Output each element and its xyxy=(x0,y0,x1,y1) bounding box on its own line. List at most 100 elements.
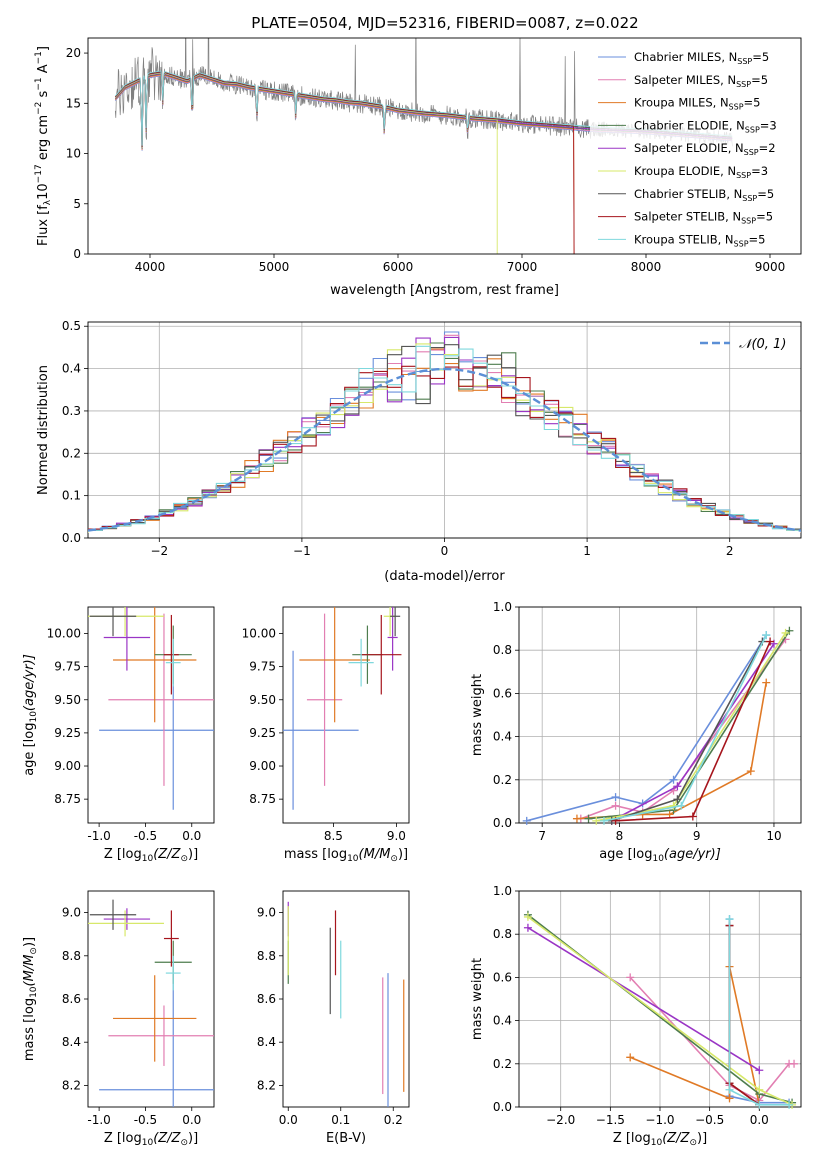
weight-marker-salpeter_miles xyxy=(790,1059,799,1068)
x-tick-label: 9 xyxy=(693,829,701,843)
massweight_vs_z-xlabel: Z [log10(Z/Z⊙)] xyxy=(613,1131,707,1148)
y-tick-label: 8.75 xyxy=(249,792,276,806)
spectrum-legend: Chabrier MILES, NSSP=5 Salpeter MILES, NS… xyxy=(590,44,798,250)
weight-marker-salpeter_miles xyxy=(611,801,620,810)
figure-title: PLATE=0504, MJD=52316, FIBERID=0087, z=0… xyxy=(251,14,638,32)
y-tick-label: 9.00 xyxy=(249,759,276,773)
y-tick-label: 9.00 xyxy=(54,759,81,773)
mass_vs_z-axes: -1.0 -0.5 0.0 8.2 8.4 8.6 8.8 9.0 xyxy=(62,890,215,1127)
x-tick-label: -0.5 xyxy=(134,829,157,843)
age_vs_z-axes: -1.0 -0.5 0.0 8.75 9.00 9.25 9.50 9.75 10.00 xyxy=(47,606,215,843)
residuals-ylabel: Normed distribution xyxy=(36,365,51,495)
legend-label-kroupa_stelib: Kroupa STELIB, NSSP=5 xyxy=(634,232,765,248)
legend-label-salpeter_miles: Salpeter MILES, NSSP=5 xyxy=(634,73,768,89)
weight-marker-salpeter_elodie xyxy=(523,923,532,932)
y-tick-label: 8.6 xyxy=(62,992,81,1006)
y-tick-label: 0.5 xyxy=(62,319,81,333)
x-tick-label: 9.0 xyxy=(387,829,406,843)
x-tick-label: 0.0 xyxy=(182,1113,201,1127)
x-tick-label: 0.0 xyxy=(279,1113,298,1127)
y-tick-label: 5 xyxy=(73,197,81,211)
x-tick-label: 8.5 xyxy=(324,829,343,843)
y-tick-label: 0.2 xyxy=(62,446,81,460)
weight-marker-chabrier_elodie xyxy=(584,814,593,823)
weight-marker-kroupa_miles xyxy=(725,1094,734,1103)
weight-line-salpeter_stelib xyxy=(615,641,771,822)
legend-label-chabrier_elodie: Chabrier ELODIE, NSSP=3 xyxy=(634,118,777,134)
y-tick-label: 8.8 xyxy=(257,949,276,963)
massweight_vs_z-ylabel: mass weight xyxy=(470,958,485,1040)
weight-marker-kroupa_miles xyxy=(572,814,581,823)
weight-marker-kroupa_stelib xyxy=(755,1100,764,1109)
massweight_vs_z-axes: −2.0 −1.5 −1.0 −0.5 0.0 0.0 0.2 0.4 0.6 0.8 1.0 xyxy=(493,884,802,1127)
normal-curve xyxy=(88,367,801,532)
legend-label-normal: 𝒩(0, 1) xyxy=(739,337,786,352)
x-tick-label: 7 xyxy=(538,829,546,843)
y-tick-label: 8.6 xyxy=(257,992,276,1006)
mass_vs_ebv-axes: 0.0 0.1 0.2 8.2 8.4 8.6 8.8 9.0 xyxy=(257,890,410,1127)
weight-marker-kroupa_elodie xyxy=(669,801,678,810)
mass_vs_z-ylabel: mass [log10(M/M⊙)] xyxy=(22,937,39,1061)
y-tick-label: 9.50 xyxy=(249,693,276,707)
legend-background xyxy=(590,44,798,250)
x-tick-label: −2 xyxy=(150,544,168,558)
x-tick-label: 8000 xyxy=(631,260,662,274)
y-tick-label: 10 xyxy=(66,147,81,161)
massweight_vs_age-axes: 7 8 9 10 0.0 0.2 0.4 0.6 0.8 1.0 xyxy=(493,600,802,843)
weight-line-salpeter_miles xyxy=(629,976,794,1102)
y-tick-label: 0 xyxy=(73,247,81,261)
y-tick-label: 0.1 xyxy=(62,489,81,503)
age_vs_z-ylabel: age [log10(age/yr)] xyxy=(22,654,39,776)
y-tick-label: 9.50 xyxy=(54,693,81,707)
y-tick-label: 0.2 xyxy=(493,1057,512,1071)
age_vs_z-xlabel: Z [log10(Z/Z⊙)] xyxy=(104,847,198,864)
y-tick-label: 10.00 xyxy=(47,627,81,641)
y-tick-label: 8.75 xyxy=(54,792,81,806)
x-tick-label: 9000 xyxy=(755,260,786,274)
weight-marker-kroupa_stelib xyxy=(762,631,771,640)
x-tick-label: −1 xyxy=(293,544,311,558)
y-tick-label: 8.4 xyxy=(62,1035,81,1049)
x-tick-label: -1.0 xyxy=(87,1113,110,1127)
weight-marker-salpeter_elodie xyxy=(673,782,682,791)
spectrum-model-kroupa_elodie xyxy=(114,72,498,254)
weight-marker-kroupa_stelib xyxy=(599,816,608,825)
weight-marker-salpeter_elodie xyxy=(755,1066,764,1075)
x-tick-label: 7000 xyxy=(507,260,538,274)
x-tick-label: 0.2 xyxy=(384,1113,403,1127)
x-tick-label: -0.5 xyxy=(134,1113,157,1127)
y-tick-label: 9.25 xyxy=(249,726,276,740)
weight-line-kroupa_miles xyxy=(629,966,761,1105)
y-tick-label: 9.75 xyxy=(249,660,276,674)
y-tick-label: 0.0 xyxy=(62,531,81,545)
spectrum-model-kroupa_miles xyxy=(114,74,575,254)
age_vs_mass-axes: 8.5 9.0 8.75 9.00 9.25 9.50 9.75 10.00 xyxy=(242,606,410,843)
x-tick-label: 8 xyxy=(616,829,624,843)
legend-label-salpeter_stelib: Salpeter STELIB, NSSP=5 xyxy=(634,210,773,226)
weight-marker-kroupa_elodie xyxy=(755,1085,764,1094)
x-tick-label: 4000 xyxy=(135,260,166,274)
mass_vs_z-xlabel: Z [log10(Z/Z⊙)] xyxy=(104,1131,198,1148)
y-tick-label: 0.0 xyxy=(493,816,512,830)
weight-marker-kroupa_stelib xyxy=(677,801,686,810)
weight-marker-chabrier_stelib xyxy=(673,795,682,804)
y-tick-label: 0.3 xyxy=(62,404,81,418)
y-tick-label: 0.2 xyxy=(493,773,512,787)
y-tick-label: 1.0 xyxy=(493,600,512,614)
x-tick-label: 5000 xyxy=(259,260,290,274)
spectrum-xlabel: wavelength [Angstrom, rest frame] xyxy=(330,283,559,298)
y-tick-label: 0.0 xyxy=(493,1100,512,1114)
weight-marker-kroupa_miles xyxy=(626,1053,635,1062)
weight-marker-kroupa_stelib xyxy=(725,1085,734,1094)
weight-line-kroupa_elodie xyxy=(596,632,787,822)
residuals-xlabel: (data-model)/error xyxy=(384,569,505,584)
weight-line-salpeter_elodie xyxy=(611,643,775,822)
plot-frame xyxy=(87,606,215,824)
y-tick-label: 9.0 xyxy=(257,906,276,920)
weight-marker-chabrier_miles xyxy=(522,816,531,825)
weight-marker-chabrier_miles xyxy=(669,775,678,784)
y-tick-label: 0.4 xyxy=(62,362,81,376)
y-tick-label: 0.6 xyxy=(493,970,512,984)
weight-marker-chabrier_miles xyxy=(611,793,620,802)
